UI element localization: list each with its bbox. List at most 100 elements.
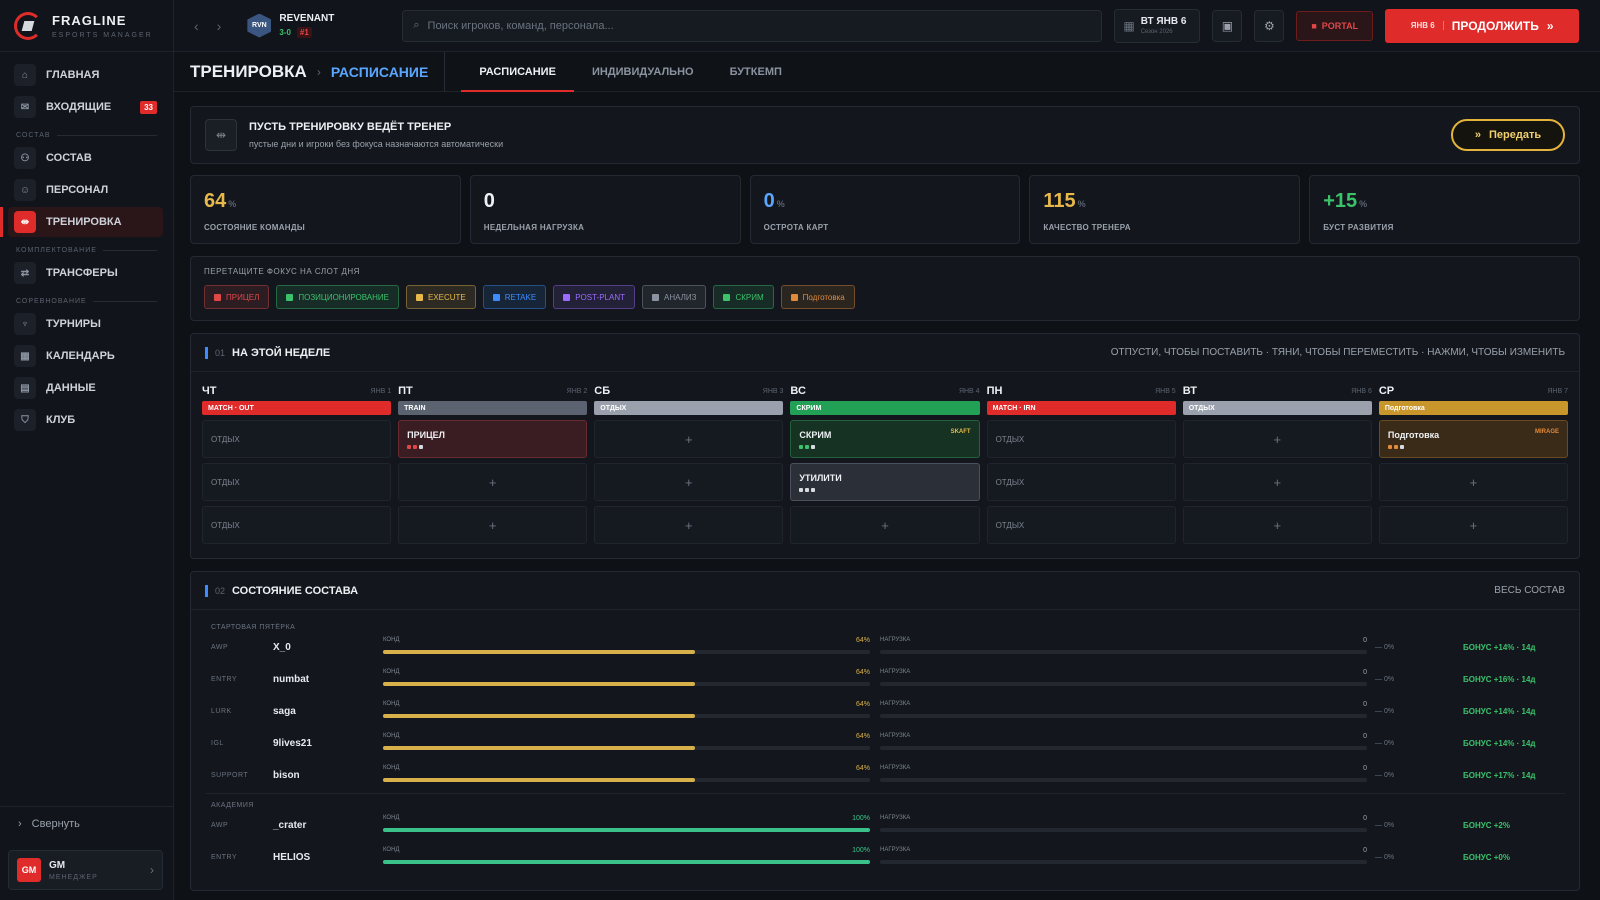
section-accent — [205, 584, 208, 597]
sidebar-item-staff[interactable]: ☺ ПЕРСОНАЛ — [8, 175, 163, 205]
search-icon: ⌕ — [413, 19, 420, 31]
user-profile-card[interactable]: GM GM МЕНЕДЖЕР › — [8, 850, 163, 890]
load-label: НАГРУЗКА — [880, 669, 911, 675]
date-display[interactable]: ▦ ВТ ЯНВ 6 Сезон 2026 — [1114, 8, 1201, 43]
group-divider — [205, 793, 1565, 794]
content: ⇹ ПУСТЬ ТРЕНИРОВКУ ВЕДЁТ ТРЕНЕР пустые д… — [174, 92, 1600, 891]
training-slot[interactable]: УТИЛИТИ — [790, 463, 980, 501]
settings-button[interactable]: ⚙ — [1254, 9, 1285, 42]
sidebar-item-inbox[interactable]: ✉ ВХОДЯЩИЕ 33 — [8, 92, 163, 122]
add-slot-button[interactable]: + — [1378, 506, 1568, 544]
load-bar: НАГРУЗКА 0 — [880, 637, 1367, 657]
brand[interactable]: FRAGLINE ESPORTS MANAGER — [0, 0, 173, 52]
add-slot-button[interactable]: + — [790, 506, 980, 544]
day-date: ЯНВ 1 — [370, 387, 392, 395]
focus-chips: ПРИЦЕЛ ПОЗИЦИОНИРОВАНИЕ EXECUTE RETAKE POST-… — [204, 285, 1566, 309]
focus-chip[interactable]: АНАЛИЗ — [641, 285, 707, 309]
intensity-dot — [805, 444, 810, 449]
add-slot-button[interactable]: + — [1378, 463, 1568, 501]
player-row[interactable]: LURK saga КОНД 64% НАГРУЗКА 0 — 0% БОНУС +14% ·… — [191, 695, 1579, 727]
portal-label: PORTAL — [1321, 20, 1359, 31]
player-row[interactable]: AWP X_0 КОНД 64% НАГРУЗКА 0 — 0% БОНУС +14% · 1… — [191, 631, 1579, 663]
focus-chip[interactable]: EXECUTE — [405, 285, 476, 309]
home-icon: ⌂ — [14, 64, 36, 86]
player-name: _crater — [273, 819, 307, 831]
continue-button[interactable]: ЯНВ 6 ПРОДОЛЖИТЬ » — [1385, 8, 1580, 43]
player-row[interactable]: ENTRY HELIOS КОНД 100% НАГРУЗКА 0 — 0% БОНУС +0… — [191, 841, 1579, 873]
add-slot-button[interactable]: + — [1182, 420, 1372, 458]
player-row[interactable]: ENTRY numbat КОНД 64% НАГРУЗКА 0 — 0% БОНУС +16… — [191, 663, 1579, 695]
condition-delta: — 0% — [1375, 675, 1395, 683]
condition-label: КОНД — [383, 847, 400, 853]
focus-chip[interactable]: Подготовка — [780, 285, 855, 309]
back-arrow-icon[interactable]: ‹ — [194, 17, 199, 34]
double-chevron-right-icon: » — [1474, 129, 1481, 141]
development-bonus: БОНУС +16% · 14д — [1463, 674, 1536, 684]
add-slot-button[interactable]: + — [594, 420, 784, 458]
add-slot-button[interactable]: + — [398, 506, 588, 544]
condition-track — [383, 778, 870, 782]
portal-button[interactable]: ■ PORTAL — [1296, 10, 1374, 41]
training-slot[interactable]: Подготовка MIRAGE — [1378, 420, 1568, 458]
stat-unit: % — [776, 199, 785, 209]
day-name: ЧТ — [202, 385, 217, 397]
stats-row: 64% СОСТОЯНИЕ КОМАНДЫ 0 НЕДЕЛЬНАЯ НАГРУЗКА 0… — [190, 175, 1580, 244]
focus-chip[interactable]: RETAKE — [482, 285, 547, 309]
focus-chip[interactable]: POST-PLANT — [553, 285, 635, 309]
add-slot-button[interactable]: + — [1182, 506, 1372, 544]
team-info[interactable]: RVN REVENANT 3-0 #1 — [247, 13, 334, 38]
load-value: 0 — [1363, 669, 1367, 676]
collapse-sidebar-button[interactable]: › Свернуть — [0, 806, 173, 840]
intensity-dot — [811, 487, 816, 492]
chip-label: POST-PLANT — [575, 292, 625, 302]
focus-chip[interactable]: ПРИЦЕЛ — [204, 285, 270, 309]
rest-slot: ОТДЫХ — [986, 420, 1176, 458]
chevron-right-icon: › — [18, 817, 22, 830]
load-bar: НАГРУЗКА 0 — [880, 815, 1367, 835]
training-slot[interactable]: ПРИЦЕЛ — [398, 420, 588, 458]
trophy-icon: ♆ — [14, 313, 36, 335]
sidebar-item-tournaments[interactable]: ♆ ТУРНИРЫ — [8, 309, 163, 339]
page-title[interactable]: ТРЕНИРОВКА — [190, 61, 307, 81]
sidebar-item-training[interactable]: ⇹ ТРЕНИРОВКА — [0, 207, 163, 237]
player-row[interactable]: IGL 9lives21 КОНД 64% НАГРУЗКА 0 — 0% БОНУС +14… — [191, 727, 1579, 759]
condition-label: КОНД — [383, 637, 400, 643]
day-header: ПН ЯНВ 5 — [987, 384, 1176, 398]
sidebar-item-data[interactable]: ▤ ДАННЫЕ — [8, 373, 163, 403]
condition-track — [383, 828, 870, 832]
search-input[interactable] — [427, 19, 1092, 32]
sidebar-item-home[interactable]: ⌂ ГЛАВНАЯ — [8, 60, 163, 90]
intensity-dots — [799, 487, 816, 492]
day-header: ВТ ЯНВ 6 — [1183, 384, 1372, 398]
add-slot-button[interactable]: + — [398, 463, 588, 501]
dumbbell-icon: ⇹ — [14, 211, 36, 233]
condition-bar: КОНД 64% — [383, 637, 870, 657]
focus-chip[interactable]: ПОЗИЦИОНИРОВАНИЕ — [276, 285, 399, 309]
tab-individual[interactable]: ИНДИВИДУАЛЬНО — [591, 65, 694, 78]
day-header: ЧТ ЯНВ 1 — [202, 384, 391, 398]
full-roster-link[interactable]: ВЕСЬ СОСТАВ — [1494, 585, 1565, 596]
tab-schedule[interactable]: РАСПИСАНИЕ — [461, 52, 574, 92]
tab-bootcamp[interactable]: БУТКЕМП — [729, 65, 782, 78]
breadcrumb-separator-icon: › — [316, 64, 321, 79]
add-slot-button[interactable]: + — [1182, 463, 1372, 501]
save-button[interactable]: ▣ — [1212, 9, 1243, 42]
forward-arrow-icon[interactable]: › — [216, 17, 222, 34]
sidebar-item-label: ТРЕНИРОВКА — [46, 216, 122, 228]
sidebar-item-club[interactable]: ⛉ КЛУБ — [8, 405, 163, 435]
delegate-button[interactable]: » Передать — [1451, 119, 1565, 151]
sidebar-item-transfers[interactable]: ⇄ ТРАНСФЕРЫ — [8, 258, 163, 288]
sidebar-item-calendar[interactable]: ▦ КАЛЕНДАРЬ — [8, 341, 163, 371]
load-bar: НАГРУЗКА 0 — [880, 765, 1367, 785]
player-row[interactable]: AWP _crater КОНД 100% НАГРУЗКА 0 — 0% БОНУС +2% — [191, 809, 1579, 841]
player-row[interactable]: SUPPORT bison КОНД 64% НАГРУЗКА 0 — 0% БОНУС +1… — [191, 759, 1579, 791]
add-slot-button[interactable]: + — [594, 506, 784, 544]
day-date: ЯНВ 5 — [1155, 387, 1176, 395]
sidebar-item-roster[interactable]: ⚇ СОСТАВ — [8, 143, 163, 173]
training-slot[interactable]: СКРИМ SKAFT — [790, 420, 980, 458]
focus-chip[interactable]: СКРИМ — [713, 285, 774, 309]
chip-label: Подготовка — [802, 292, 845, 302]
add-slot-button[interactable]: + — [594, 463, 784, 501]
person-icon: ☺ — [14, 179, 36, 201]
day-type-tag: MATCH · OUT — [202, 401, 392, 415]
